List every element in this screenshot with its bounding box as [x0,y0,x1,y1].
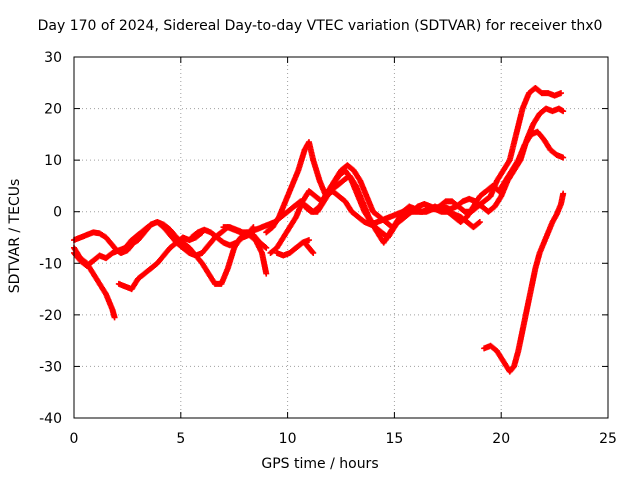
grid-lines [74,57,608,418]
y-tick-label: 30 [44,50,62,66]
data-point [111,314,118,321]
y-tick-label: 20 [44,102,62,118]
data-point [558,90,565,97]
y-tick-label: 0 [53,205,62,221]
x-tick-label: 0 [70,431,79,447]
plot-frame [73,56,609,419]
data-points [71,84,567,375]
y-tick-label: 10 [44,153,62,169]
series-track-10 [301,84,565,241]
series-track-8 [267,105,567,256]
data-point [560,108,567,115]
x-tick-label: 10 [279,431,297,447]
data-point [263,244,270,251]
series-track-9 [273,237,312,259]
y-tick-label: -30 [39,359,62,375]
data-point [305,237,312,244]
series-track-12 [301,239,317,256]
series-track-7 [263,128,567,246]
series-track-3 [71,219,270,287]
data-point [263,270,270,277]
chart-title: Day 170 of 2024, Sidereal Day-to-day VTE… [37,18,603,34]
data-point [310,249,317,256]
y-tick-label: -40 [39,411,62,427]
x-tick-label: 15 [385,431,403,447]
y-tick-label: -10 [39,256,62,272]
series-track-11 [481,190,567,375]
data-point [475,219,482,226]
y-tick-label: -20 [39,308,62,324]
axis-ticks: 0 5 10 15 20 25 -40 -30 -20 -10 0 10 20 30 [39,50,617,447]
x-tick-label: 25 [599,431,617,447]
data-point [476,219,483,226]
x-tick-label: 20 [492,431,510,447]
x-tick-label: 5 [176,431,185,447]
data-point [309,248,316,255]
data-point [560,190,567,197]
data-point [560,154,567,161]
x-axis-label: GPS time / hours [261,456,379,472]
data-point [262,243,269,250]
